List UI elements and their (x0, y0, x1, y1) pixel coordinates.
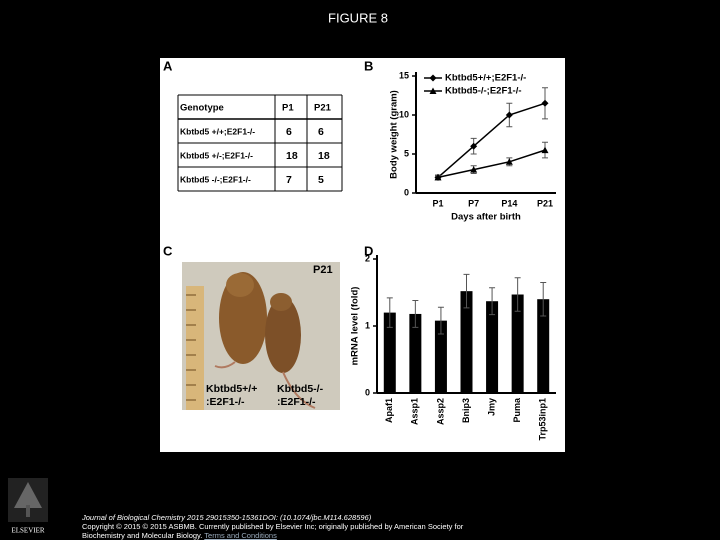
marker (429, 87, 437, 94)
x-tick-label: Trp53inp1 (538, 398, 548, 441)
copyright: Copyright © 2015 © 2015 ASBMB. Currently… (82, 522, 502, 540)
bar (537, 299, 550, 393)
y-tick-label: 0 (365, 387, 370, 397)
table-cell: 18 (286, 150, 298, 162)
table-cell: Kbtbd5 -/-;E2F1-/- (180, 174, 251, 184)
x-tick-label: Jmy (486, 398, 496, 416)
publisher-logo (8, 478, 48, 522)
x-tick-label: Puma (512, 397, 522, 423)
photo-label: Kbtbd5+/+ (206, 383, 257, 395)
marker (470, 142, 478, 150)
photo-label: :E2F1-/- (206, 396, 245, 408)
y-tick-label: 1 (365, 320, 370, 330)
marker (470, 166, 478, 173)
photo-label: Kbtbd5-/- (277, 383, 324, 395)
x-tick-label: P14 (501, 198, 517, 208)
table-cell: 7 (286, 174, 292, 186)
panel-label: D (364, 243, 373, 258)
table-cell: Kbtbd5 +/-;E2F1-/- (180, 150, 253, 160)
table-cell: 6 (318, 126, 324, 138)
x-tick-label: P1 (432, 198, 443, 208)
error-bar (437, 306, 444, 335)
photo-age: P21 (313, 264, 333, 276)
error-bar (386, 297, 393, 328)
bar (486, 301, 499, 393)
y-tick-label: 2 (365, 253, 370, 263)
bar (409, 313, 422, 393)
bar (511, 294, 524, 393)
error-bar (514, 277, 521, 312)
bar (434, 320, 447, 393)
x-tick-label: Assp1 (410, 398, 420, 425)
marker (434, 173, 442, 181)
error-bar (540, 281, 547, 317)
error-bar (463, 273, 470, 309)
y-tick-label: 10 (399, 109, 409, 119)
x-tick-label: P21 (537, 198, 553, 208)
copyright-text: Copyright © 2015 © 2015 ASBMB. Currently… (82, 522, 464, 540)
bar (383, 312, 396, 393)
x-tick-label: P7 (468, 198, 479, 208)
y-tick-label: 0 (404, 187, 409, 197)
line (437, 149, 546, 179)
bar (460, 291, 473, 393)
panel-label: C (163, 243, 173, 258)
marker (541, 99, 549, 107)
slide-title: FIGURE 8 (328, 10, 388, 25)
publisher-name: ELSEVIER (11, 527, 44, 535)
line (437, 102, 546, 178)
x-tick-label: Assp2 (435, 398, 445, 425)
marker (505, 158, 513, 165)
table-cell: 5 (318, 174, 324, 186)
marker (429, 74, 437, 82)
y-axis-label: Body weight (gram) (389, 90, 400, 179)
table-cell: 18 (318, 150, 330, 162)
photo-label: :E2F1-/- (277, 396, 316, 408)
error-bar (489, 287, 496, 316)
error-bar (412, 300, 419, 328)
marker (505, 111, 513, 119)
terms-link[interactable]: Terms and Conditions (204, 531, 277, 540)
photo (182, 262, 340, 410)
marker (541, 146, 549, 154)
table-header: P21 (314, 103, 332, 114)
x-axis-label: Days after birth (451, 212, 521, 223)
legend-label: Kbtbd5+/+;E2F1-/- (445, 73, 526, 84)
x-tick-label: Apaf1 (384, 398, 394, 423)
panel-label: B (364, 58, 373, 73)
y-axis-label: mRNA level (fold) (350, 287, 361, 366)
panel-label: A (163, 58, 173, 73)
y-tick-label: 5 (404, 148, 409, 158)
table-cell: 6 (286, 126, 292, 138)
table-header: P1 (282, 103, 294, 114)
table-cell: Kbtbd5 +/+;E2F1-/- (180, 126, 255, 136)
y-tick-label: 15 (399, 70, 409, 80)
x-tick-label: Bnip3 (461, 398, 471, 423)
citation: Journal of Biological Chemistry 2015 290… (82, 513, 372, 522)
table-header: Genotype (180, 103, 224, 114)
legend-label: Kbtbd5-/-;E2F1-/- (445, 86, 522, 97)
